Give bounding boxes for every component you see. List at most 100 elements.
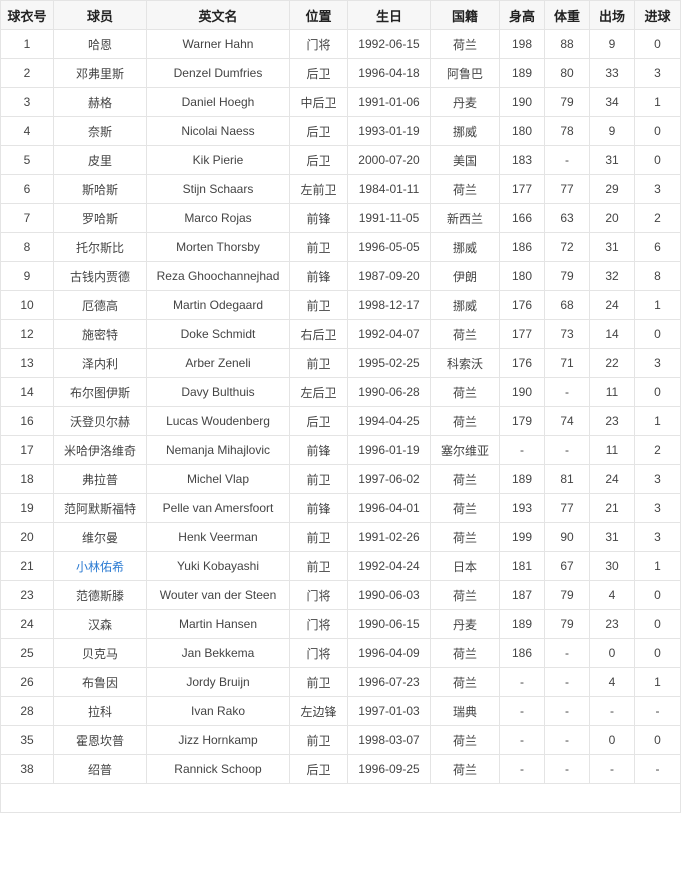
cell-english-name: Wouter van der Steen bbox=[146, 580, 290, 610]
table-row: 6 斯哈斯 Stijn Schaars 左前卫 1984-01-11 荷兰 177 77 29 3 bbox=[0, 174, 681, 204]
cell-birthday: 1995-02-25 bbox=[347, 348, 431, 378]
cell-appearances: - bbox=[589, 696, 635, 726]
cell-position: 前卫 bbox=[289, 348, 348, 378]
cell-birthday: 1987-09-20 bbox=[347, 261, 431, 291]
cell-nationality: 美国 bbox=[430, 145, 500, 175]
column-header-number[interactable]: 球衣号 bbox=[0, 0, 54, 30]
cell-number: 2 bbox=[0, 58, 54, 88]
column-header-weight[interactable]: 体重 bbox=[544, 0, 590, 30]
cell-nationality: 科索沃 bbox=[430, 348, 500, 378]
column-header-nationality[interactable]: 国籍 bbox=[430, 0, 500, 30]
cell-birthday: 1997-01-03 bbox=[347, 696, 431, 726]
column-header-birthday[interactable]: 生日 bbox=[347, 0, 431, 30]
cell-goals: 1 bbox=[634, 290, 681, 320]
table-row: 26 布鲁因 Jordy Bruijn 前卫 1996-07-23 荷兰 - -4 1 bbox=[0, 667, 681, 697]
cell-english-name: Doke Schmidt bbox=[146, 319, 290, 349]
cell-nationality: 荷兰 bbox=[430, 319, 500, 349]
cell-number: 18 bbox=[0, 464, 54, 494]
cell-position: 前卫 bbox=[289, 290, 348, 320]
empty-cell bbox=[634, 783, 681, 813]
cell-height: - bbox=[499, 435, 545, 465]
cell-player: 皮里 bbox=[53, 145, 147, 175]
cell-birthday: 1996-07-23 bbox=[347, 667, 431, 697]
cell-nationality: 挪威 bbox=[430, 116, 500, 146]
cell-weight: 72 bbox=[544, 232, 590, 262]
cell-player: 弗拉普 bbox=[53, 464, 147, 494]
cell-english-name: Martin Hansen bbox=[146, 609, 290, 639]
cell-height: 198 bbox=[499, 29, 545, 59]
cell-nationality: 伊朗 bbox=[430, 261, 500, 291]
cell-position: 后卫 bbox=[289, 116, 348, 146]
cell-goals: - bbox=[634, 696, 681, 726]
cell-goals: 0 bbox=[634, 609, 681, 639]
column-header-appearances[interactable]: 出场 bbox=[589, 0, 635, 30]
table-row: 18 弗拉普 Michel Vlap 前卫 1997-06-02 荷兰 189 81 24 3 bbox=[0, 464, 681, 494]
cell-english-name: Ivan Rako bbox=[146, 696, 290, 726]
cell-birthday: 1990-06-03 bbox=[347, 580, 431, 610]
cell-nationality: 新西兰 bbox=[430, 203, 500, 233]
cell-birthday: 1996-04-09 bbox=[347, 638, 431, 668]
cell-nationality: 荷兰 bbox=[430, 667, 500, 697]
cell-position: 左后卫 bbox=[289, 377, 348, 407]
cell-goals: 3 bbox=[634, 174, 681, 204]
table-row: 25 贝克马 Jan Bekkema 门将 1996-04-09 荷兰 186-0 0 bbox=[0, 638, 681, 668]
cell-goals: 8 bbox=[634, 261, 681, 291]
cell-appearances: 23 bbox=[589, 609, 635, 639]
cell-weight: 71 bbox=[544, 348, 590, 378]
cell-english-name: Stijn Schaars bbox=[146, 174, 290, 204]
cell-appearances: 11 bbox=[589, 377, 635, 407]
cell-appearances: 24 bbox=[589, 290, 635, 320]
cell-player: 罗哈斯 bbox=[53, 203, 147, 233]
cell-nationality: 荷兰 bbox=[430, 377, 500, 407]
cell-weight: 74 bbox=[544, 406, 590, 436]
cell-number: 21 bbox=[0, 551, 54, 581]
cell-birthday: 1992-04-07 bbox=[347, 319, 431, 349]
cell-goals: 2 bbox=[634, 435, 681, 465]
cell-appearances: 32 bbox=[589, 261, 635, 291]
cell-number: 9 bbox=[0, 261, 54, 291]
cell-position: 前卫 bbox=[289, 522, 348, 552]
player-link[interactable]: 小林佑希 bbox=[75, 559, 124, 574]
cell-appearances: - bbox=[589, 754, 635, 784]
cell-position: 后卫 bbox=[289, 406, 348, 436]
cell-position: 后卫 bbox=[289, 58, 348, 88]
empty-cell bbox=[53, 783, 147, 813]
cell-english-name: Jordy Bruijn bbox=[146, 667, 290, 697]
cell-player: 斯哈斯 bbox=[53, 174, 147, 204]
cell-nationality: 荷兰 bbox=[430, 29, 500, 59]
cell-english-name: Kik Pierie bbox=[146, 145, 290, 175]
cell-appearances: 24 bbox=[589, 464, 635, 494]
cell-position: 后卫 bbox=[289, 145, 348, 175]
cell-number: 26 bbox=[0, 667, 54, 697]
column-header-height[interactable]: 身高 bbox=[499, 0, 545, 30]
cell-weight: 90 bbox=[544, 522, 590, 552]
column-header-position[interactable]: 位置 bbox=[289, 0, 348, 30]
cell-position: 中后卫 bbox=[289, 87, 348, 117]
cell-english-name: Rannick Schoop bbox=[146, 754, 290, 784]
cell-player: 沃登贝尔赫 bbox=[53, 406, 147, 436]
table-row: 2 邓弗里斯 Denzel Dumfries 后卫 1996-04-18 阿鲁巴 189 80… bbox=[0, 58, 681, 88]
cell-position: 前卫 bbox=[289, 232, 348, 262]
cell-position: 前锋 bbox=[289, 261, 348, 291]
cell-nationality: 塞尔维亚 bbox=[430, 435, 500, 465]
cell-goals: 0 bbox=[634, 377, 681, 407]
cell-nationality: 荷兰 bbox=[430, 638, 500, 668]
cell-number: 35 bbox=[0, 725, 54, 755]
cell-position: 门将 bbox=[289, 580, 348, 610]
cell-english-name: Marco Rojas bbox=[146, 203, 290, 233]
cell-position: 右后卫 bbox=[289, 319, 348, 349]
cell-appearances: 11 bbox=[589, 435, 635, 465]
cell-goals: 0 bbox=[634, 145, 681, 175]
column-header-player[interactable]: 球员 bbox=[53, 0, 147, 30]
table-row: 14 布尔图伊斯 Davy Bulthuis 左后卫 1990-06-28 荷兰 190-1… bbox=[0, 377, 681, 407]
cell-appearances: 31 bbox=[589, 522, 635, 552]
column-header-english-name[interactable]: 英文名 bbox=[146, 0, 290, 30]
cell-number: 8 bbox=[0, 232, 54, 262]
column-header-goals[interactable]: 进球 bbox=[634, 0, 681, 30]
cell-height: 180 bbox=[499, 261, 545, 291]
cell-birthday: 1984-01-11 bbox=[347, 174, 431, 204]
cell-player: 邓弗里斯 bbox=[53, 58, 147, 88]
cell-nationality: 荷兰 bbox=[430, 522, 500, 552]
cell-player: 米哈伊洛维奇 bbox=[53, 435, 147, 465]
cell-number: 16 bbox=[0, 406, 54, 436]
